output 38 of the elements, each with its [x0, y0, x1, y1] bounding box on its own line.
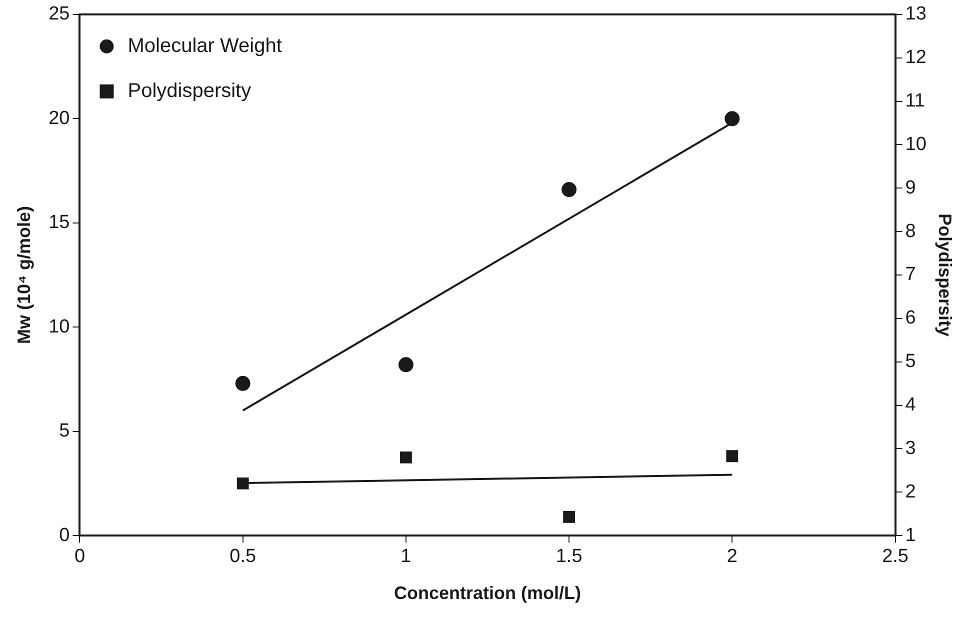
y2-tick-label: 7	[905, 264, 916, 286]
point	[236, 478, 249, 490]
y-tick-label: 15	[48, 212, 70, 234]
y2-tick-label: 8	[905, 220, 916, 242]
x-tick-label: 1	[400, 546, 412, 568]
x-tick-label: 0	[74, 546, 86, 568]
x-tick-label: 0.5	[230, 546, 256, 568]
x-axis-title: Concentration (mol/L)	[394, 583, 581, 604]
y2-tick-label: 6	[905, 308, 916, 329]
y-tick-label: 20	[48, 108, 70, 129]
legend-label: Molecular Weight	[128, 34, 282, 57]
y-axis-title: Mw (10⁴ g/mole)	[14, 206, 34, 344]
point	[235, 376, 250, 391]
y2-tick-label: 13	[905, 4, 926, 25]
y2-tick-label: 9	[905, 177, 916, 198]
y2-tick-label: 4	[905, 394, 916, 416]
y2-tick-label: 5	[905, 351, 916, 372]
legend-label: Polydispersity	[128, 80, 252, 102]
y2-tick-label: 11	[905, 90, 925, 112]
x-tick-label: 2	[726, 546, 738, 568]
y2-tick-label: 12	[905, 47, 926, 68]
point	[563, 510, 576, 523]
y-tick-label: 10	[48, 316, 70, 338]
point	[724, 111, 740, 126]
y-tick-label: 25	[48, 4, 70, 25]
y2-axis-title: Polydispersity	[935, 213, 956, 337]
point	[562, 182, 577, 198]
y-tick-label: 0	[59, 524, 70, 546]
y2-tick-label: 10	[905, 134, 926, 155]
point	[400, 451, 412, 464]
y-tick-label: 5	[59, 420, 70, 442]
y2-tick-label: 3	[905, 438, 916, 459]
point	[726, 450, 738, 462]
y2-tick-label: 1	[905, 524, 916, 546]
point	[398, 357, 414, 372]
x-tick-label: 1.5	[556, 546, 582, 568]
x-tick-label: 2.5	[882, 546, 908, 568]
y2-tick-label: 2	[905, 481, 916, 502]
